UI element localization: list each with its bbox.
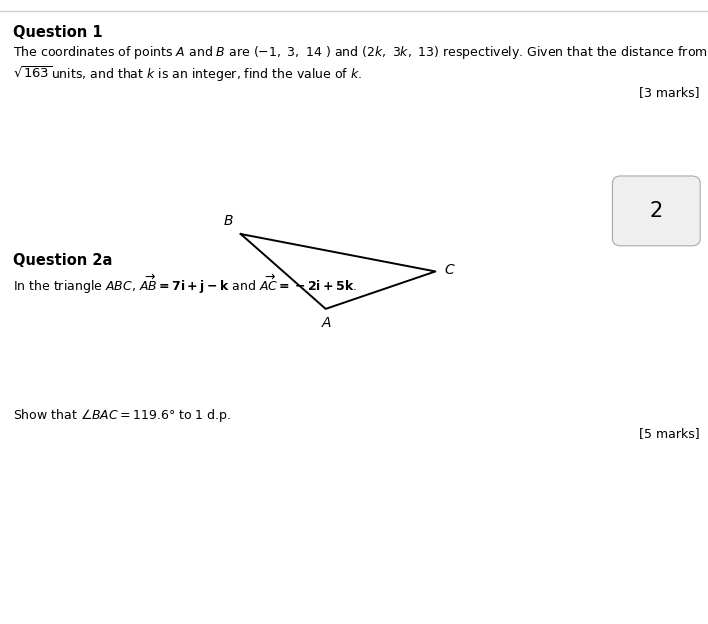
Text: In the triangle $\mathit{ABC}$, $\overrightarrow{\mathit{AB}}$$\mathbf{=7i+j-k}$: In the triangle $\mathit{ABC}$, $\overri… <box>13 273 357 296</box>
Text: 2: 2 <box>650 201 663 221</box>
FancyBboxPatch shape <box>612 176 700 246</box>
Text: $\sqrt{163}$: $\sqrt{163}$ <box>13 66 52 80</box>
Text: Show that $\angle \mathit{BAC}=119.6°$ to 1 d.p.: Show that $\angle \mathit{BAC}=119.6°$ t… <box>13 407 231 424</box>
Text: The coordinates of points $\mathit{A}$ and $\mathit{B}$ are $(-1,\ 3,\ 14\ )$ an: The coordinates of points $\mathit{A}$ a… <box>13 44 708 61</box>
Text: [3 marks]: [3 marks] <box>639 86 700 99</box>
Text: [5 marks]: [5 marks] <box>639 427 700 440</box>
Text: $\mathit{B}$: $\mathit{B}$ <box>223 214 234 228</box>
Text: Question 2a: Question 2a <box>13 253 112 268</box>
Text: Question 1: Question 1 <box>13 25 103 40</box>
Text: $\mathit{A}$: $\mathit{A}$ <box>321 316 333 330</box>
Text: $\mathit{C}$: $\mathit{C}$ <box>444 263 455 277</box>
Text: units, and that $\mathit{k}$ is an integer, find the value of $\mathit{k}$.: units, and that $\mathit{k}$ is an integ… <box>51 66 362 82</box>
